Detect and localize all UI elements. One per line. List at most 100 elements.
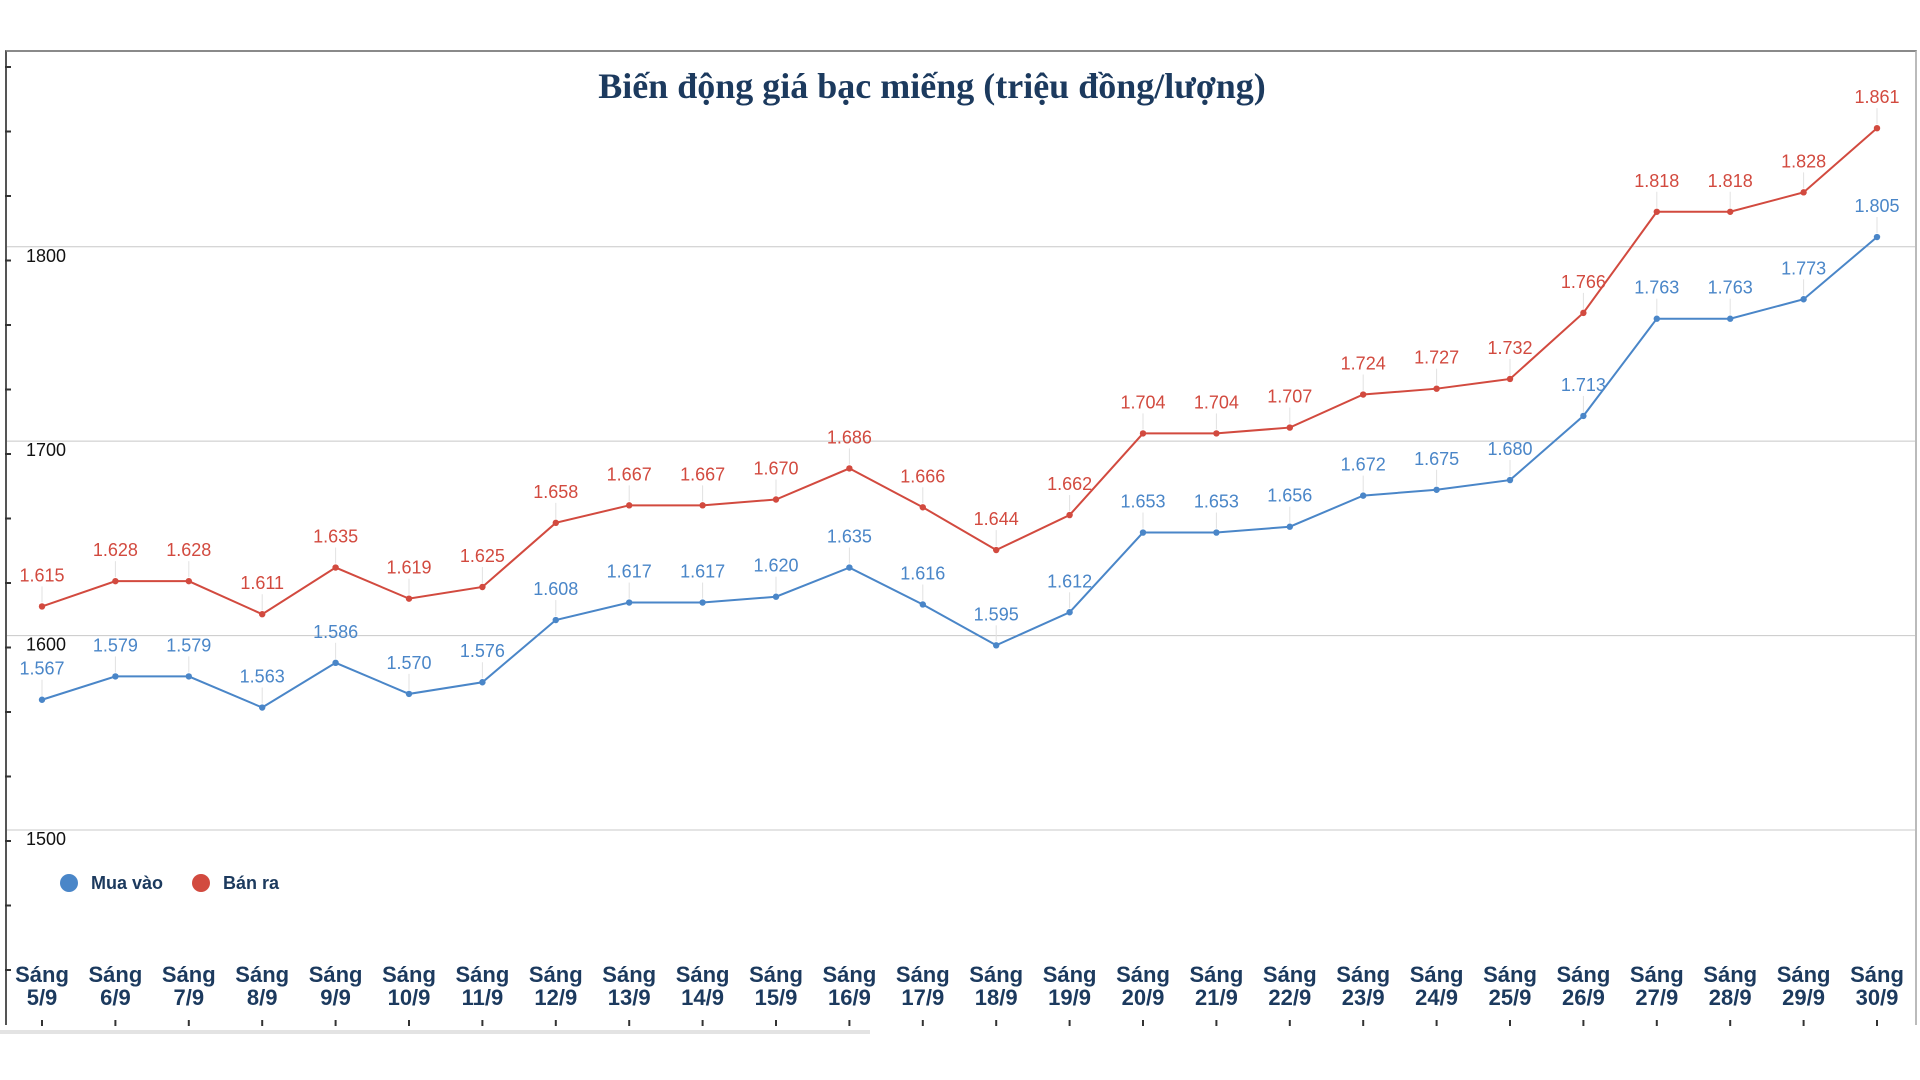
series-layer [38,124,1881,711]
data-point [1580,412,1587,420]
data-label: 1.773 [1781,258,1826,278]
data-label: 1.766 [1561,272,1606,292]
series-line-mua-vao [41,236,1878,709]
x-tick-label: Sáng 13/9 [602,962,656,1010]
data-label: 1.653 [1120,492,1165,512]
data-point [332,564,339,571]
data-point [919,601,926,608]
chart-title: Biến động giá bạc miếng (triệu đồng/lượn… [598,66,1266,106]
data-label: 1.707 [1267,387,1312,407]
x-tick-label: Sáng 5/9 [15,962,69,1010]
legend: Mua vào Bán ra [60,873,280,893]
x-tick-label: Sáng 21/9 [1190,962,1244,1010]
data-label: 1.656 [1267,486,1312,506]
data-label: 1.704 [1194,392,1239,412]
data-label: 1.667 [680,464,725,484]
data-label: 1.818 [1708,171,1753,191]
data-label: 1.662 [1047,474,1092,494]
data-point [1213,430,1220,437]
data-point [993,642,1000,649]
data-point [259,704,266,711]
data-point [185,577,192,585]
data-point [552,519,559,527]
x-tick-label: Sáng 19/9 [1043,962,1097,1010]
data-label: 1.644 [974,509,1019,529]
legend-swatch [60,874,78,892]
data-label: 1.653 [1194,492,1239,512]
data-point [38,696,46,703]
data-point [1800,189,1807,196]
data-label: 1.675 [1414,449,1459,469]
x-tick-label: Sáng 9/9 [309,962,363,1010]
data-point [1066,609,1073,616]
x-tick-label: Sáng 12/9 [529,962,583,1010]
data-point [993,546,1000,554]
y-tick-label: 1700 [26,440,66,460]
data-point [1506,476,1514,484]
data-label: 1.608 [533,579,578,599]
data-point [112,673,119,680]
data-point [699,599,706,606]
data-point [1800,296,1807,303]
data-point [1653,208,1661,215]
data-point [1580,309,1587,317]
x-tick-label: Sáng 18/9 [969,962,1023,1010]
data-label: 1.615 [19,565,64,585]
x-tick-label: Sáng 25/9 [1483,962,1537,1010]
bottom-divider [0,1030,870,1034]
data-label: 1.672 [1341,455,1386,475]
data-point [1727,208,1734,215]
data-point [1360,391,1367,398]
x-tick-label: Sáng 7/9 [162,962,216,1010]
data-point [552,616,559,624]
legend-label: Bán ra [223,873,280,893]
x-tick-label: Sáng 26/9 [1557,962,1611,1010]
x-tick-label: Sáng 27/9 [1630,962,1684,1010]
x-tick-label: Sáng 30/9 [1850,962,1904,1010]
data-point [1727,315,1734,322]
data-point [919,504,926,511]
data-label: 1.763 [1634,278,1679,298]
grid-layer [7,246,1915,831]
data-label: 1.732 [1487,338,1532,358]
x-tick-label: Sáng 10/9 [382,962,436,1010]
data-point [772,496,780,503]
y-tick-label: 1600 [26,635,66,655]
data-point [626,599,633,606]
data-label: 1.704 [1120,392,1165,412]
y-tick-label: 1800 [26,246,66,266]
x-tick-label: Sáng 22/9 [1263,962,1317,1010]
x-tick-label: Sáng 15/9 [749,962,803,1010]
data-label: 1.635 [827,527,872,547]
y-tick-label: 1500 [26,829,66,849]
data-point [185,673,192,680]
data-label: 1.570 [386,653,431,673]
data-label: 1.620 [753,556,798,576]
x-tick-label: Sáng 6/9 [89,962,143,1010]
data-label: 1.628 [166,540,211,560]
chart-frame [5,50,1917,1025]
data-point [112,577,119,585]
x-tick-label: Sáng 16/9 [823,962,877,1010]
data-point [1873,233,1881,241]
x-tick-label: Sáng 23/9 [1336,962,1390,1010]
data-label: 1.727 [1414,348,1459,368]
data-label: 1.658 [533,482,578,502]
data-point [1433,385,1440,392]
data-label: 1.617 [680,562,725,582]
data-label: 1.625 [460,546,505,566]
legend-label: Mua vào [91,873,163,893]
data-point [259,611,266,618]
data-point [479,679,486,686]
data-label: 1.579 [93,635,138,655]
data-label: 1.666 [900,466,945,486]
x-tick-label: Sáng 28/9 [1703,962,1757,1010]
data-point [405,690,413,698]
data-label: 1.586 [313,622,358,642]
data-label: 1.670 [753,459,798,479]
data-point [846,465,853,472]
data-point [405,595,413,602]
data-label: 1.619 [386,558,431,578]
data-label: 1.576 [460,641,505,661]
